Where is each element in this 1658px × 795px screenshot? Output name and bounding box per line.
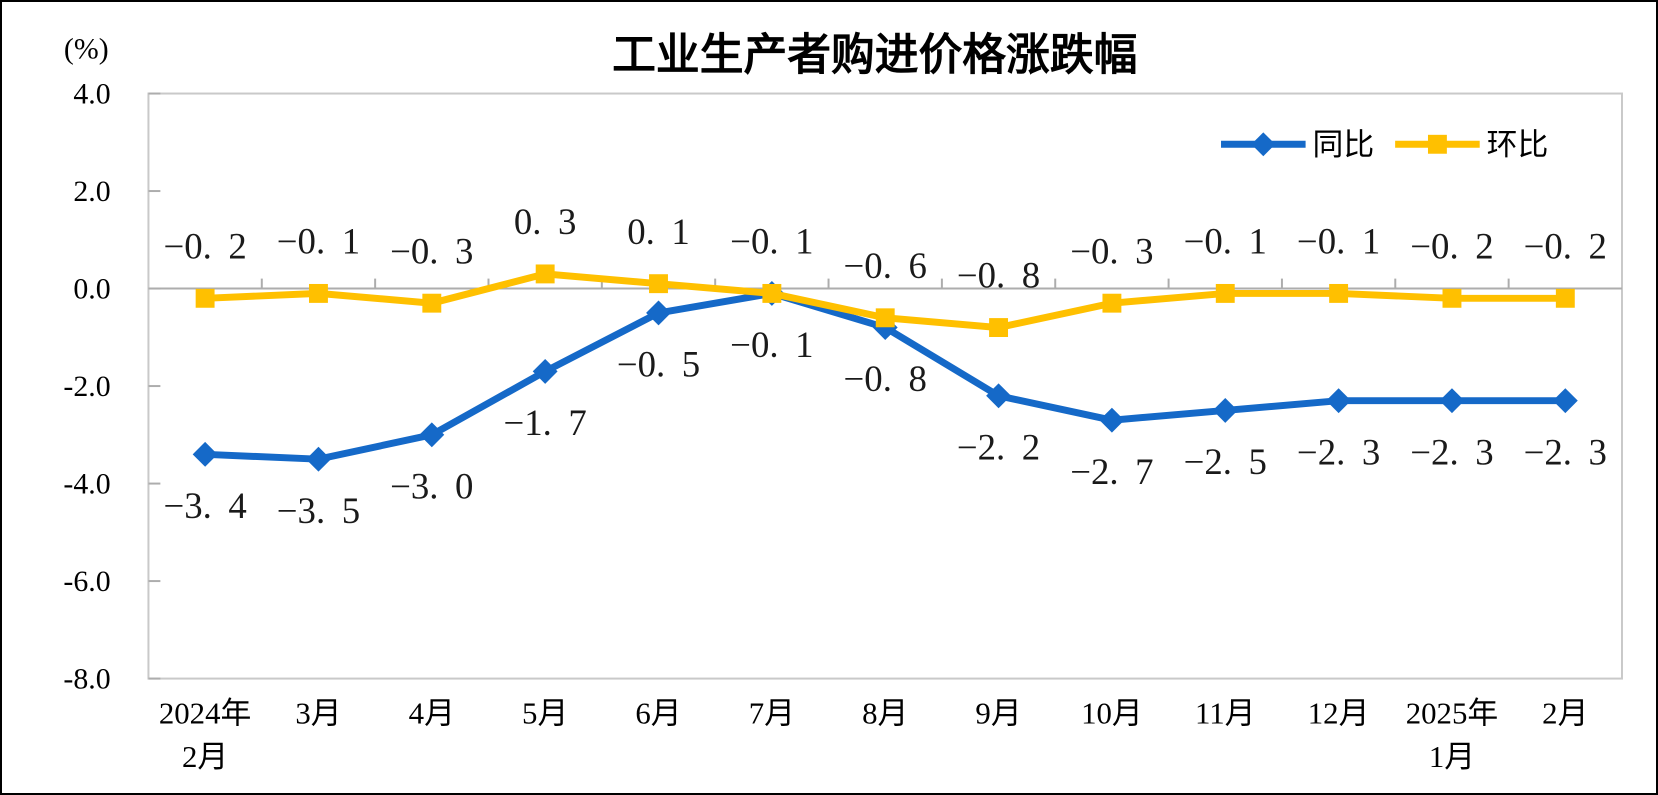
data-point-square	[1555, 288, 1575, 308]
x-axis-labels: 2024年 2月 3月 4月 5月 6月 7月 8月 9月 10月 11月 12月 2025年 1月 2月	[159, 696, 1589, 774]
x-axis-label: 11月	[1195, 696, 1256, 730]
legend-label-huanbi: 环比	[1487, 128, 1549, 162]
data-point-square	[989, 318, 1009, 338]
x-axis-label: 9月	[975, 696, 1021, 730]
data-point-diamond	[1212, 397, 1238, 423]
data-point-diamond	[1326, 388, 1352, 414]
data-label: −3. 4	[163, 485, 246, 526]
x-axis-label: 1月	[1429, 740, 1475, 774]
data-label: −0. 2	[1524, 226, 1607, 267]
data-point-square	[535, 264, 555, 284]
data-point-square	[762, 283, 782, 303]
x-axis-label: 6月	[635, 696, 681, 730]
data-label: −0. 3	[390, 230, 473, 271]
data-label: −0. 1	[277, 221, 360, 262]
y-axis-label: -2.0	[63, 370, 110, 403]
data-labels-tongbi: −3. 4 −3. 5 −3. 0 −1. 7 −0. 5 −0. 1 −0. 8 −2. 2…	[163, 324, 1607, 531]
data-label: −0. 8	[844, 358, 927, 399]
data-point-square	[1442, 288, 1462, 308]
data-label: 0. 1	[627, 211, 690, 252]
data-point-square	[1215, 283, 1235, 303]
x-axis-label: 8月	[862, 696, 908, 730]
y-axis-labels: 4.0 2.0 0.0 -2.0 -4.0 -6.0 -8.0	[63, 77, 110, 695]
data-label: −2. 5	[1184, 441, 1267, 482]
data-label: −0. 3	[1070, 230, 1153, 271]
data-label: −0. 2	[163, 226, 246, 267]
x-axis-label: 2月	[1542, 696, 1588, 730]
data-label: −2. 7	[1070, 451, 1153, 492]
data-point-square	[875, 308, 895, 328]
data-label: −0. 1	[730, 221, 813, 262]
y-axis-label: 4.0	[73, 77, 110, 110]
y-axis-label: 2.0	[73, 175, 110, 208]
data-label: 0. 3	[514, 201, 577, 242]
y-axis-label: 0.0	[73, 273, 110, 306]
data-label: −3. 0	[390, 465, 473, 506]
y-axis-label: -4.0	[63, 468, 110, 501]
x-axis-label: 12月	[1308, 696, 1370, 730]
x-axis-label: 3月	[295, 696, 341, 730]
data-label: −0. 8	[957, 255, 1040, 296]
data-label: −0. 2	[1410, 226, 1493, 267]
data-labels-huanbi: −0. 2 −0. 1 −0. 3 0. 3 0. 1 −0. 1 −0. 6 −0. 8 −0…	[163, 201, 1607, 296]
x-axis-label: 2024年	[159, 696, 252, 730]
data-point-square	[309, 283, 328, 303]
data-point-diamond	[646, 300, 671, 326]
data-point-square	[1329, 283, 1349, 303]
data-label: −2. 2	[957, 426, 1040, 467]
data-point-diamond	[532, 358, 558, 384]
x-axis-label: 2025年	[1406, 696, 1499, 730]
data-label: −0. 6	[844, 245, 927, 286]
x-axis-label: 4月	[409, 696, 455, 730]
data-label: −2. 3	[1410, 431, 1493, 472]
x-axis-label: 2月	[182, 740, 228, 774]
data-point-diamond	[1439, 388, 1465, 414]
data-label: −0. 5	[617, 344, 700, 385]
data-label: −2. 3	[1297, 431, 1380, 472]
chart-title: 工业生产者购进价格涨跌幅	[612, 31, 1137, 80]
legend-square-icon	[1427, 134, 1447, 154]
legend-item-huanbi: 环比	[1395, 128, 1548, 162]
data-point-diamond	[419, 422, 445, 448]
data-label: −2. 3	[1524, 431, 1607, 472]
legend-diamond-icon	[1251, 132, 1276, 157]
legend-item-tongbi: 同比	[1221, 128, 1374, 162]
data-point-diamond	[1099, 407, 1125, 433]
legend-label-tongbi: 同比	[1313, 128, 1375, 162]
data-point-square	[649, 274, 668, 294]
legend: 同比 环比	[1221, 128, 1548, 162]
data-point-square	[422, 293, 442, 313]
x-axis-label: 10月	[1081, 696, 1143, 730]
y-axis-label: -6.0	[63, 565, 110, 598]
data-point-diamond	[192, 441, 218, 467]
data-label: −0. 1	[1297, 221, 1380, 262]
x-axis-label: 7月	[749, 696, 795, 730]
data-label: −1. 7	[504, 402, 587, 443]
data-point-diamond	[306, 446, 331, 472]
y-axis-unit-label: (%)	[64, 33, 109, 66]
data-point-square	[195, 288, 215, 308]
data-point-square	[1102, 293, 1122, 313]
series-tongbi	[192, 280, 1578, 472]
x-axis-label: 5月	[522, 696, 568, 730]
series-huanbi	[195, 264, 1575, 338]
y-axis-label: -8.0	[63, 663, 110, 696]
data-point-diamond	[1552, 388, 1578, 414]
data-label: −0. 1	[730, 324, 813, 365]
data-label: −3. 5	[277, 490, 360, 531]
data-label: −0. 1	[1184, 221, 1267, 262]
